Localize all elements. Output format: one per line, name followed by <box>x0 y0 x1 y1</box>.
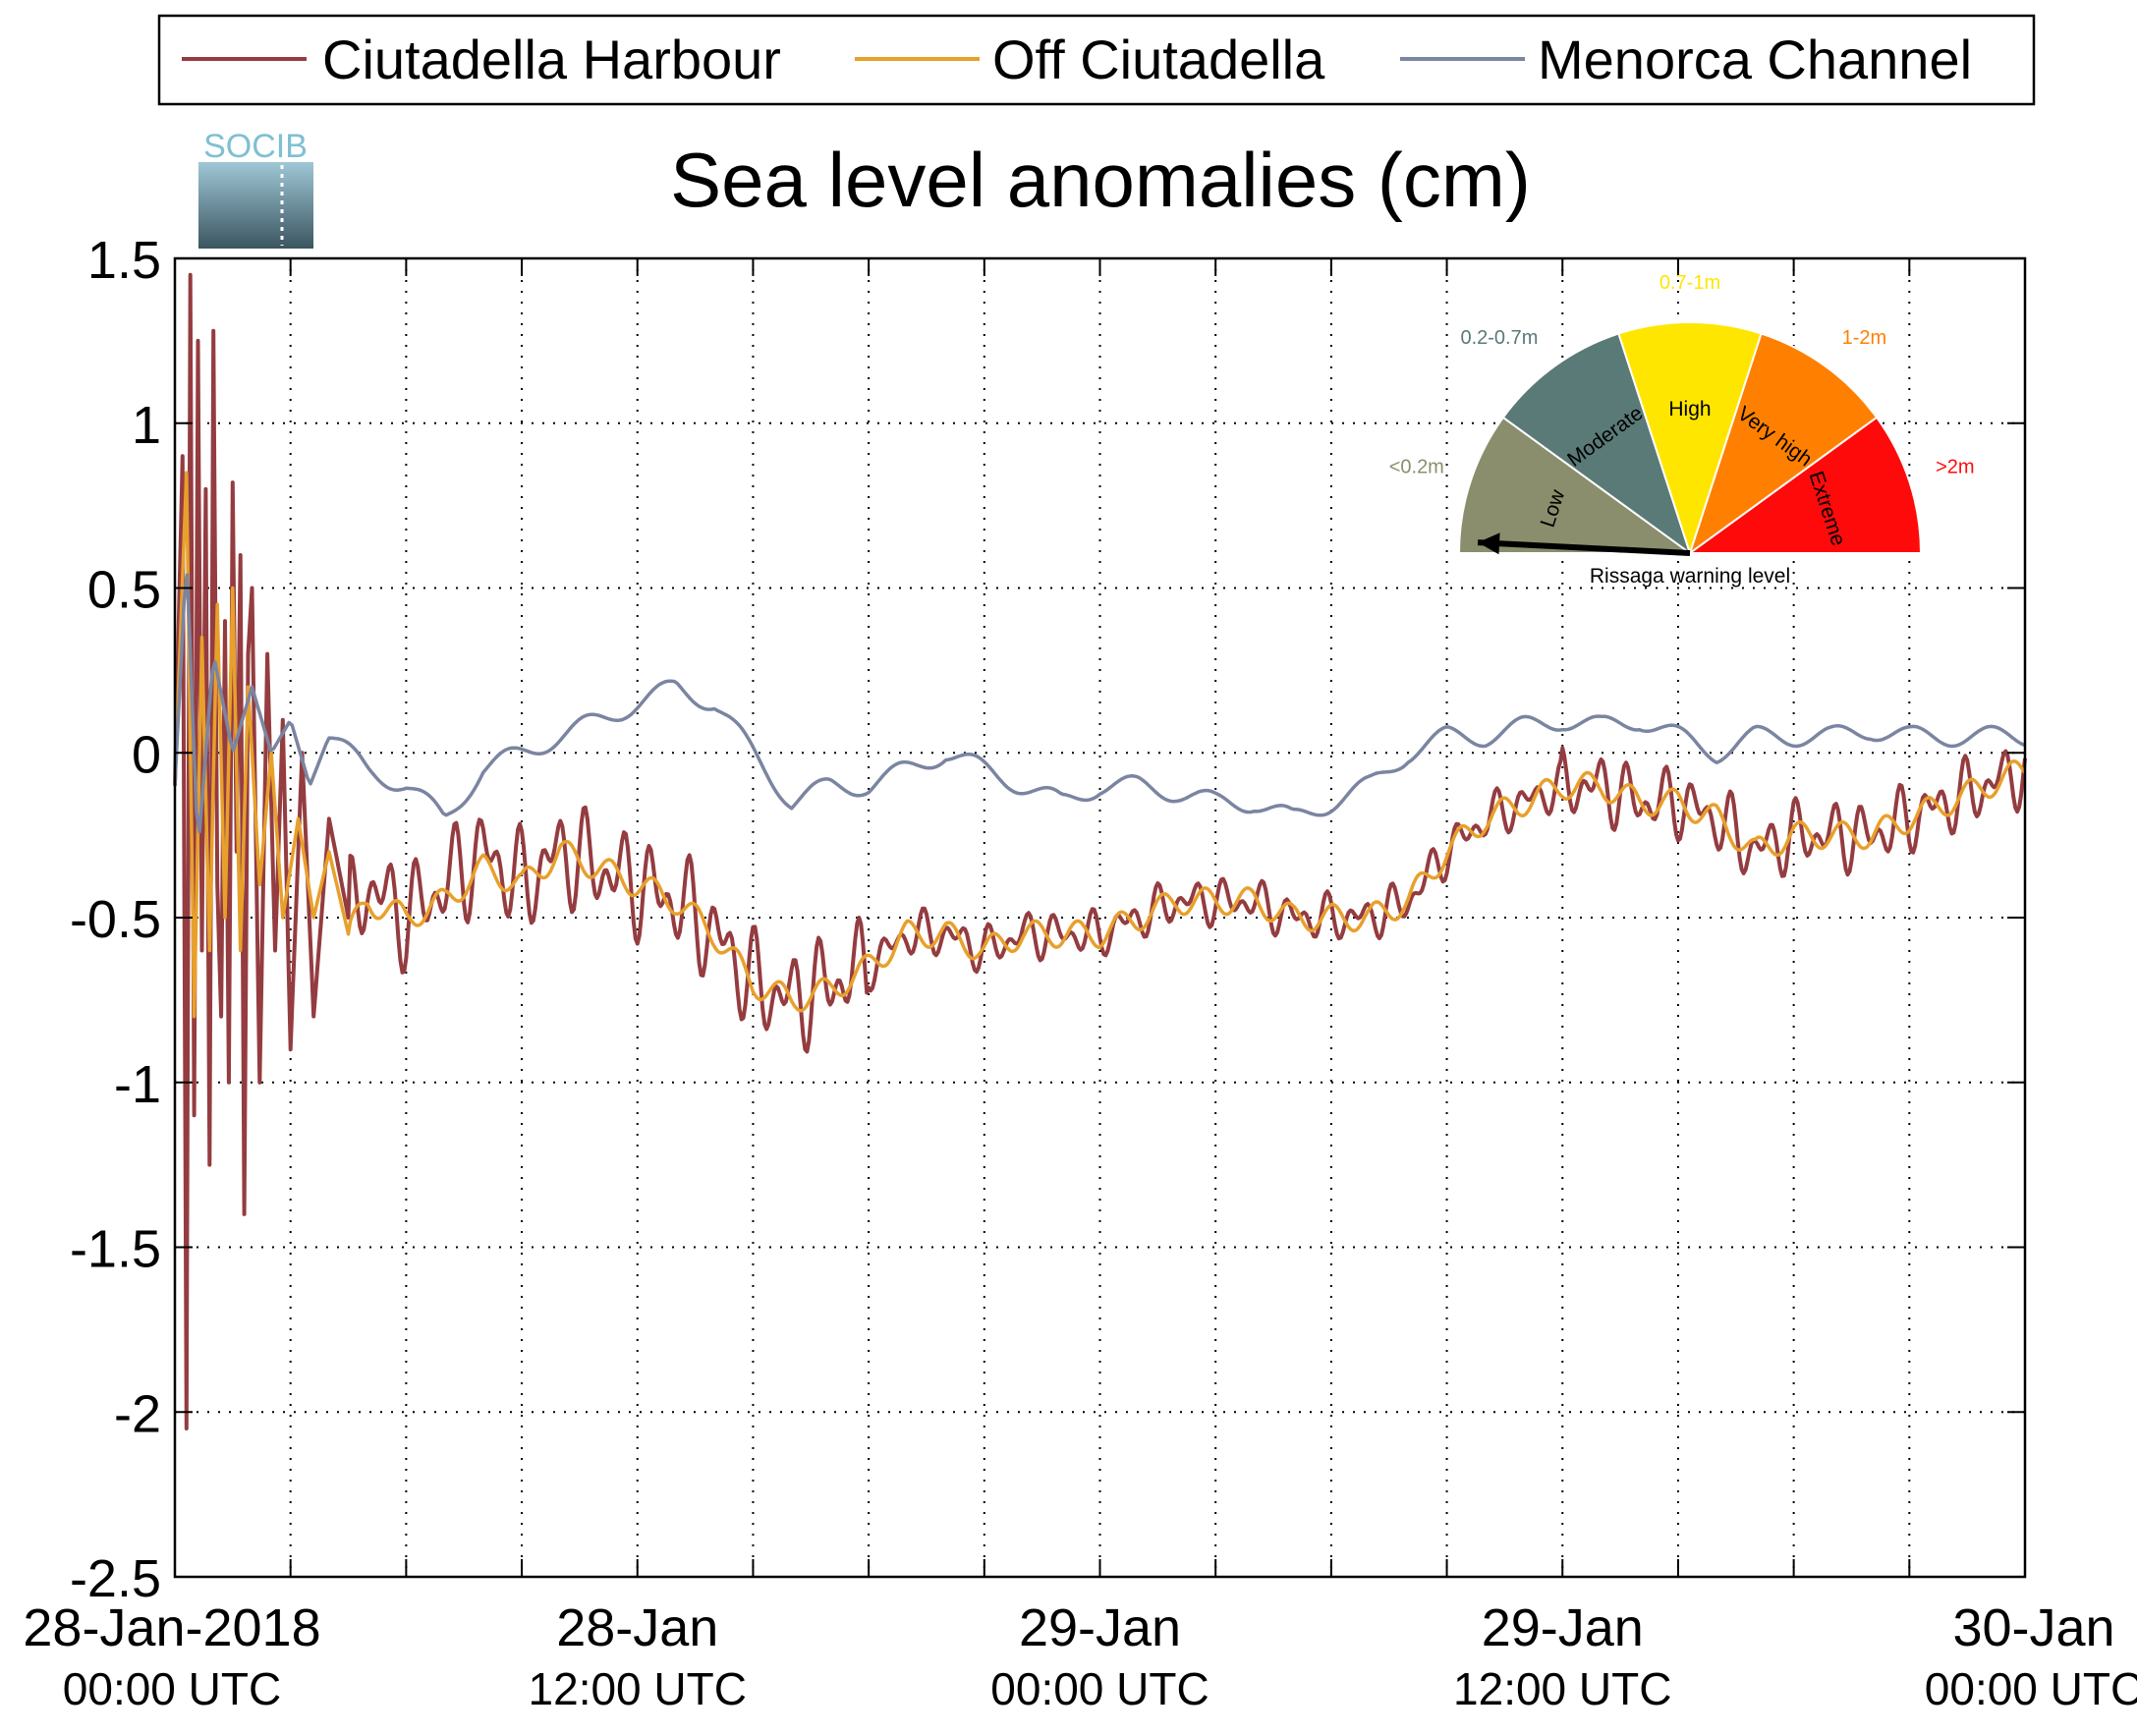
y-tick-label: 0.5 <box>87 561 161 620</box>
legend-box <box>157 14 2036 106</box>
gauge-label-high: High <box>1668 398 1711 420</box>
gauge-range-extreme: >2m <box>1936 457 1974 478</box>
x-tick-label: 28-Jan-2018 <box>23 1598 320 1657</box>
y-tick-label: -1.5 <box>70 1220 161 1279</box>
x-tick-sublabel: 00:00 UTC <box>63 1663 281 1714</box>
gauge-segment-very_high <box>1688 332 1879 556</box>
rissaga-gauge: Rissaga warning level Low<0.2m Moderate0.… <box>1389 272 1975 588</box>
y-tick-label: -1 <box>114 1055 161 1114</box>
legend-label-channel: Menorca Channel <box>1538 28 1972 90</box>
gauge-segment-extreme <box>1686 416 1923 554</box>
gauge-range-very_high: 1-2m <box>1842 327 1887 349</box>
y-tick-label: -0.5 <box>70 890 161 949</box>
gauge-range-moderate: 0.2-0.7m <box>1460 327 1538 349</box>
gauge-range-low: <0.2m <box>1389 457 1444 478</box>
x-tick-sublabel: 12:00 UTC <box>529 1663 747 1714</box>
x-tick-label: 28-Jan <box>556 1598 718 1657</box>
y-tick-label: 0 <box>132 725 161 784</box>
x-tick-sublabel: 00:00 UTC <box>990 1663 1209 1714</box>
gauge-title: Rissaga warning level <box>1590 565 1790 588</box>
logo-text: SOCIB <box>203 128 308 165</box>
series-line-off <box>173 471 2027 1019</box>
axis-ticks: 1.5 1 0.5 0 -0.5 -1 -1.5 -2 -2.528-Jan-2018 00:00… <box>23 231 2137 1714</box>
logo-wave <box>198 162 313 249</box>
series-line-channel <box>173 573 2026 834</box>
x-tick-sublabel: 12:00 UTC <box>1453 1663 1671 1714</box>
series-group <box>173 272 2027 1430</box>
socib-logo: SOCIB <box>198 128 313 249</box>
y-tick-label: -2.5 <box>70 1549 161 1608</box>
x-tick-label: 29-Jan <box>1482 1598 1644 1657</box>
gauge-segment-low <box>1457 416 1694 554</box>
legend-label-off: Off Ciutadella <box>992 28 1325 90</box>
chart-title: Sea level anomalies (cm) <box>670 137 1531 223</box>
y-tick-label: -2 <box>114 1384 161 1443</box>
legend: Ciutadella Harbour Off Ciutadella Menorc… <box>157 14 2036 106</box>
y-tick-label: 1.5 <box>87 231 161 290</box>
y-tick-label: 1 <box>132 396 161 455</box>
gauge-range-high: 0.7-1m <box>1659 272 1720 294</box>
x-tick-sublabel: 00:00 UTC <box>1925 1663 2137 1714</box>
gauge-segment-high <box>1617 321 1763 557</box>
plot-area: 1.5 1 0.5 0 -0.5 -1 -1.5 -2 -2.528-Jan-2018 00:00… <box>23 231 2137 1714</box>
gauge-segment-moderate <box>1501 332 1692 556</box>
x-tick-label: 30-Jan <box>1952 1598 2114 1657</box>
gauge-needle <box>1477 539 1691 556</box>
x-tick-label: 29-Jan <box>1019 1598 1181 1657</box>
legend-label-harbour: Ciutadella Harbour <box>322 28 781 90</box>
series-line-harbour <box>173 272 2027 1430</box>
gauge-needle-head <box>1478 532 1500 555</box>
